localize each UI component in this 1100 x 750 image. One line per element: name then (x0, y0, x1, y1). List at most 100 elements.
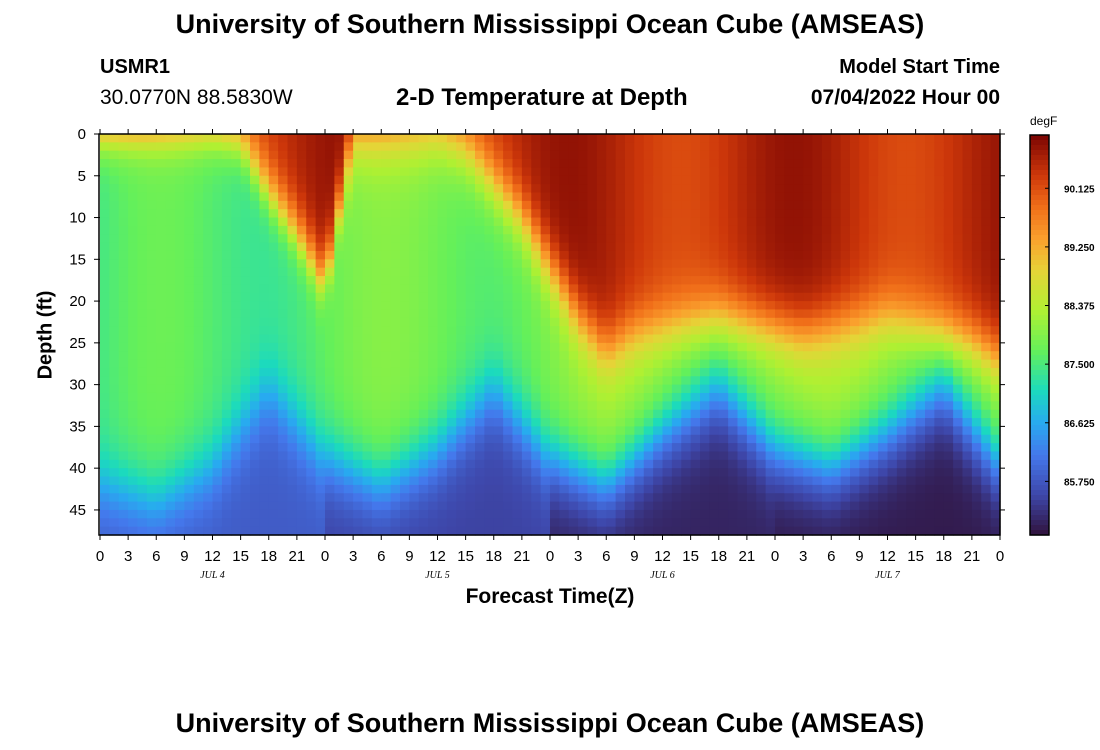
heatmap-cell (521, 401, 532, 411)
heatmap-cell (962, 317, 973, 327)
heatmap-cell (953, 267, 964, 277)
heatmap-cell (606, 192, 617, 202)
heatmap-cell (493, 459, 504, 469)
heatmap-cell (184, 443, 195, 453)
heatmap-cell (512, 276, 523, 285)
x-tick-label: 18 (485, 548, 502, 565)
heatmap-cell (268, 242, 279, 252)
heatmap-cell (840, 443, 851, 453)
heatmap-cell (746, 392, 757, 402)
heatmap-cell (362, 459, 373, 469)
heatmap-cell (456, 409, 467, 419)
heatmap-cell (146, 401, 157, 411)
heatmap-cell (259, 434, 270, 444)
heatmap-cell (831, 493, 842, 503)
heatmap-cell (362, 342, 373, 352)
heatmap-cell (775, 426, 785, 436)
heatmap-cell (193, 342, 204, 352)
heatmap-cell (109, 259, 120, 269)
heatmap-cell (671, 376, 682, 386)
heatmap-cell (165, 200, 176, 210)
heatmap-cell (896, 200, 907, 210)
heatmap-cell (803, 334, 814, 344)
heatmap-cell (353, 367, 364, 377)
heatmap-cell (550, 159, 560, 169)
heatmap-cell (709, 443, 720, 453)
heatmap-cell (896, 150, 907, 160)
heatmap-cell (615, 276, 626, 285)
heatmap-cell (400, 526, 410, 536)
colorbar-segment (1030, 180, 1049, 186)
x-tick-label: 15 (907, 548, 924, 565)
heatmap-cell (409, 501, 420, 511)
heatmap-cell (109, 309, 120, 319)
heatmap-cell (184, 134, 195, 143)
heatmap-cell (503, 317, 514, 327)
heatmap-cell (831, 250, 842, 260)
heatmap-cell (306, 468, 317, 478)
heatmap-cell (503, 334, 514, 344)
heatmap-cell (493, 317, 504, 327)
heatmap-cell (737, 175, 748, 185)
heatmap-cell (775, 217, 785, 227)
heatmap-cell (971, 167, 982, 177)
heatmap-cell (821, 359, 832, 369)
colorbar-segment (1030, 410, 1049, 416)
heatmap-cell (878, 468, 889, 478)
heatmap-cell (484, 418, 495, 427)
heatmap-cell (596, 409, 607, 419)
heatmap-cell (193, 509, 204, 519)
heatmap-cell (362, 501, 373, 511)
heatmap-cell (268, 476, 279, 486)
heatmap-cell (362, 217, 373, 227)
heatmap-cell (146, 451, 157, 461)
heatmap-cell (409, 451, 420, 461)
heatmap-cell (606, 267, 617, 277)
heatmap-cell (990, 526, 1001, 536)
heatmap-cell (906, 267, 917, 277)
heatmap-cell (981, 409, 992, 419)
heatmap-cell (137, 418, 148, 427)
heatmap-cell (578, 518, 589, 528)
heatmap-cell (934, 234, 945, 244)
heatmap-cell (840, 175, 851, 185)
heatmap-cell (353, 376, 364, 386)
heatmap-cell (896, 484, 907, 494)
heatmap-cell (193, 518, 204, 528)
heatmap-cell (531, 376, 542, 386)
heatmap-cell (887, 342, 898, 352)
heatmap-cell (296, 418, 307, 427)
heatmap-cell (475, 409, 485, 419)
heatmap-cell (615, 242, 626, 252)
heatmap-cell (381, 418, 392, 427)
heatmap-cell (962, 468, 973, 478)
heatmap-cell (381, 250, 392, 260)
heatmap-cell (850, 200, 860, 210)
colorbar-frame (1029, 134, 1050, 536)
heatmap-cell (746, 276, 757, 285)
x-tick-label: 18 (260, 548, 277, 565)
heatmap-cell (934, 276, 945, 285)
heatmap-cell (325, 267, 335, 277)
heatmap-cell (775, 351, 785, 361)
heatmap-cell (756, 518, 767, 528)
heatmap-cell (287, 142, 298, 152)
heatmap-cell (962, 409, 973, 419)
heatmap-cell (625, 401, 635, 411)
heatmap-cell (709, 509, 720, 519)
heatmap-cell (559, 292, 570, 302)
heatmap-cell (850, 309, 860, 319)
heatmap-cell (934, 426, 945, 436)
heatmap-cell (981, 317, 992, 327)
heatmap-cell (268, 250, 279, 260)
heatmap-cell (681, 518, 692, 528)
heatmap-cell (821, 217, 832, 227)
heatmap-cell (240, 376, 251, 386)
heatmap-cell (681, 443, 692, 453)
heatmap-cell (165, 134, 176, 143)
heatmap-cell (587, 418, 598, 427)
heatmap-cell (737, 401, 748, 411)
heatmap-cell (325, 418, 335, 427)
heatmap-cell (653, 418, 664, 427)
heatmap-cell (146, 267, 157, 277)
